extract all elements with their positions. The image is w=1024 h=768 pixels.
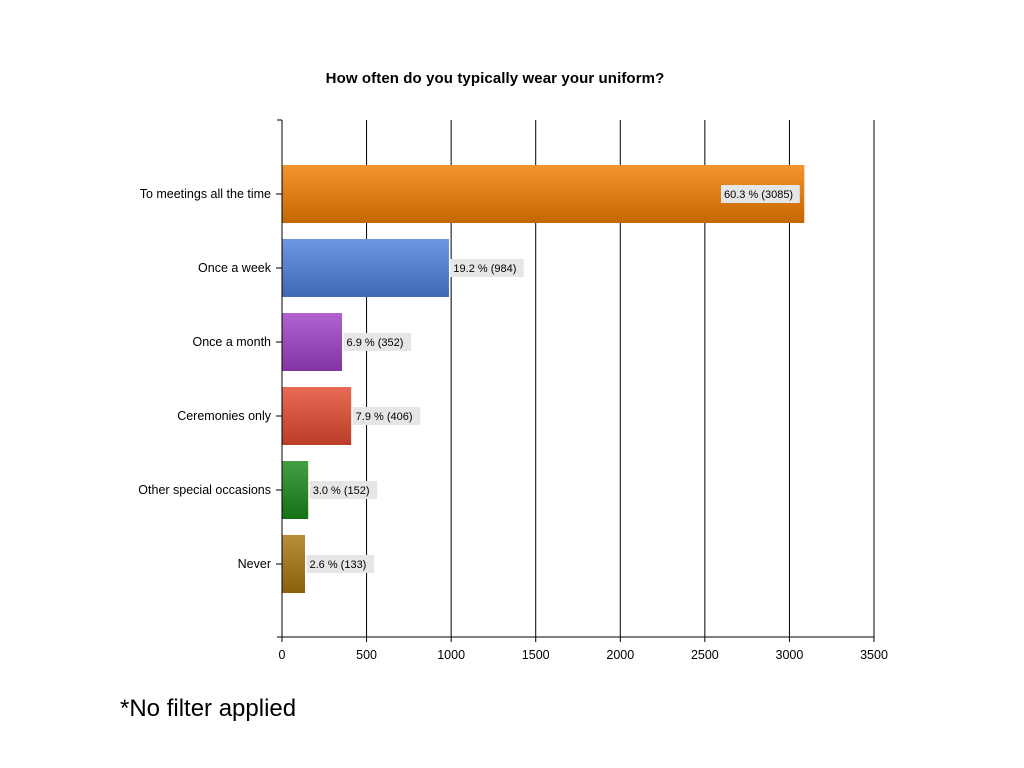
bars [282, 165, 805, 593]
data-label: 6.9 % (352) [347, 337, 404, 349]
chart-title: How often do you typically wear your uni… [325, 70, 665, 87]
bar [282, 535, 305, 593]
x-tick-label: 0 [279, 648, 286, 662]
x-tick-label: 3000 [776, 648, 804, 662]
x-tick-label: 1500 [522, 648, 550, 662]
data-label: 7.9 % (406) [356, 411, 413, 423]
footnote: *No filter applied [120, 695, 297, 722]
axes: 0 500 1000 1500 2000 2500 3000 3500 To meetings … [138, 119, 888, 662]
category-label: Never [238, 557, 271, 571]
category-label: Once a week [198, 261, 272, 275]
data-label: 3.0 % (152) [313, 485, 370, 497]
data-label-box [721, 185, 800, 203]
data-label-box [309, 481, 378, 499]
grid-lines [366, 120, 875, 637]
data-label: 60.3 % (3085) [724, 189, 793, 201]
x-tick-label: 2500 [691, 648, 719, 662]
data-label-box [306, 555, 375, 573]
data-label: 19.2 % (984) [453, 263, 516, 275]
x-tick-label: 500 [356, 648, 377, 662]
data-label-box [343, 333, 412, 351]
bar [282, 165, 805, 223]
category-label: To meetings all the time [140, 187, 271, 201]
data-label-box [352, 407, 421, 425]
bar [282, 461, 309, 519]
x-tick-label: 1000 [437, 648, 465, 662]
data-labels: 60.3 % (3085) 19.2 % (984) 6.9 % (352) 7.9 … [306, 185, 800, 573]
category-label: Other special occasions [138, 483, 271, 497]
x-tick-label: 2000 [606, 648, 634, 662]
category-label: Once a month [192, 335, 271, 349]
data-label: 2.6 % (133) [309, 559, 366, 571]
x-tick-label: 3500 [860, 648, 888, 662]
bar [282, 239, 449, 297]
bar [282, 313, 343, 371]
category-label: Ceremonies only [177, 409, 272, 423]
data-label-box [450, 259, 524, 277]
bar [282, 387, 352, 445]
